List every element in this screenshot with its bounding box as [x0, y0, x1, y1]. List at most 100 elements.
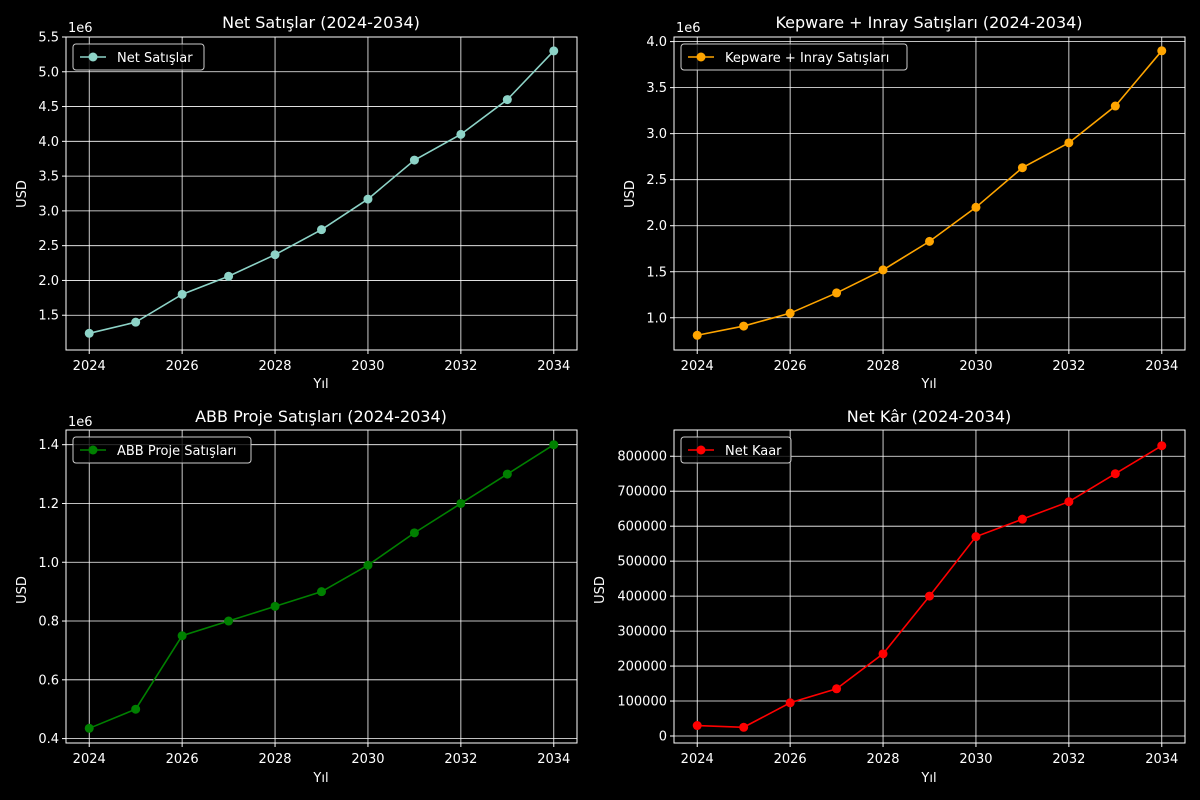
y-tick-label: 2.0 — [38, 274, 59, 289]
subplot-abb-proje-satislari: ABB Proje Satışları (2024-2034) 1e6 Yıl … — [15, 407, 578, 786]
data-point — [878, 649, 888, 659]
data-point — [1064, 497, 1074, 507]
x-tick-label: 2024 — [73, 359, 106, 374]
y-tick-label: 700000 — [617, 485, 667, 500]
x-axis-label: Yıl — [920, 771, 936, 786]
y-tick-label: 1.2 — [38, 497, 59, 512]
x-tick-label: 2028 — [258, 359, 291, 374]
x-tick-label: 2034 — [537, 359, 570, 374]
data-point — [409, 155, 419, 165]
x-axis-label: Yıl — [312, 771, 328, 786]
y-tick-label: 2.5 — [38, 239, 59, 254]
axes-background — [674, 37, 1185, 350]
data-point — [1110, 101, 1120, 111]
x-tick-label: 2028 — [866, 752, 899, 767]
y-offset-label: 1e6 — [68, 415, 93, 430]
x-tick-label: 2026 — [774, 359, 807, 374]
y-tick-label: 3.5 — [38, 170, 59, 185]
data-point — [317, 587, 326, 597]
x-tick-label: 2030 — [351, 752, 384, 767]
legend-box — [72, 436, 252, 464]
y-tick-label: 3.0 — [646, 127, 667, 142]
axes-frame — [65, 429, 578, 744]
data-point — [1110, 469, 1120, 479]
data-point — [317, 225, 326, 235]
plot-area: 2024 2026 2028 2030 2032 2034 0 100000 200000 300… — [617, 429, 1186, 767]
y-tick-label: 1.4 — [38, 438, 59, 453]
y-tick-label: 200000 — [617, 660, 667, 675]
subplot-kepware-inray-satislari: Kepware + Inray Satışları (2024-2034) 1e… — [623, 13, 1186, 392]
axes-background — [66, 37, 577, 350]
legend-label: Net Satışlar — [117, 51, 193, 66]
y-tick-label: 300000 — [617, 625, 667, 640]
y-tick-label: 2.0 — [646, 219, 667, 234]
x-tick-label: 2032 — [1052, 752, 1085, 767]
data-point — [1157, 46, 1167, 56]
data-point — [1064, 138, 1074, 148]
y-tick-label: 600000 — [617, 520, 667, 535]
legend: Net Satışlar — [72, 43, 205, 71]
legend: ABB Proje Satışları — [72, 436, 252, 464]
legend-marker — [696, 445, 706, 455]
y-offset-label: 1e6 — [676, 21, 701, 36]
data-point — [1017, 163, 1027, 173]
x-tick-label: 2032 — [444, 359, 477, 374]
x-tick-label: 2028 — [866, 359, 899, 374]
y-axis-label: USD — [593, 576, 608, 604]
axes-frame — [65, 36, 578, 351]
data-point — [363, 560, 373, 570]
data-point — [832, 684, 842, 694]
data-point — [456, 498, 466, 508]
data-point — [925, 236, 934, 246]
y-tick-label: 0.6 — [38, 673, 59, 688]
data-point — [785, 698, 795, 708]
chart-title: Net Kâr (2024-2034) — [847, 407, 1012, 426]
x-tick-label: 2034 — [537, 752, 570, 767]
data-point — [224, 271, 234, 281]
data-point — [84, 328, 94, 338]
data-point — [785, 308, 795, 318]
data-point — [549, 46, 559, 56]
y-tick-label: 0.8 — [38, 615, 59, 630]
axes-frame — [673, 429, 1186, 744]
y-axis-label: USD — [15, 576, 30, 604]
subplot-net-satislar: Net Satışlar (2024-2034) 1e6 Yıl USD 202… — [15, 13, 578, 392]
data-point — [971, 202, 981, 212]
data-point — [456, 129, 466, 139]
x-tick-label: 2032 — [444, 752, 477, 767]
subplot-net-kar: Net Kâr (2024-2034) Yıl USD 2024 2026 2028… — [593, 407, 1186, 786]
y-axis-label: USD — [623, 180, 638, 208]
plot-area: 2024 2026 2028 2030 2032 2034 1.0 1.5 2.0 2.5 3.0 3… — [646, 35, 1186, 374]
x-tick-label: 2030 — [351, 359, 384, 374]
data-point — [502, 95, 512, 105]
legend: Kepware + Inray Satışları — [680, 43, 908, 71]
data-point — [832, 288, 842, 298]
y-tick-label: 500000 — [617, 555, 667, 570]
data-point — [270, 250, 280, 260]
y-tick-label: 400000 — [617, 590, 667, 605]
x-tick-label: 2028 — [258, 752, 291, 767]
legend-label: ABB Proje Satışları — [117, 444, 236, 459]
legend: Net Kaar — [680, 436, 792, 464]
data-point — [131, 704, 141, 714]
legend-box — [72, 43, 205, 71]
legend-marker — [88, 52, 98, 62]
chart-title: Net Satışlar (2024-2034) — [222, 13, 420, 32]
y-tick-label: 3.5 — [646, 81, 667, 96]
legend-box — [680, 43, 908, 71]
y-tick-label: 5.0 — [38, 65, 59, 80]
y-tick-label: 2.5 — [646, 173, 667, 188]
x-tick-label: 2024 — [681, 752, 714, 767]
x-tick-label: 2026 — [166, 359, 199, 374]
legend-marker — [88, 445, 98, 455]
x-tick-label: 2024 — [681, 359, 714, 374]
y-offset-label: 1e6 — [68, 21, 93, 36]
plot-area: 2024 2026 2028 2030 2032 2034 1.5 2.0 2.5 3.0 3.5 4… — [38, 31, 578, 374]
x-axis-label: Yıl — [312, 377, 328, 392]
data-point — [502, 469, 512, 479]
y-tick-label: 1.5 — [38, 309, 59, 324]
x-tick-label: 2024 — [73, 752, 106, 767]
data-point — [177, 631, 187, 641]
data-point — [270, 601, 280, 611]
